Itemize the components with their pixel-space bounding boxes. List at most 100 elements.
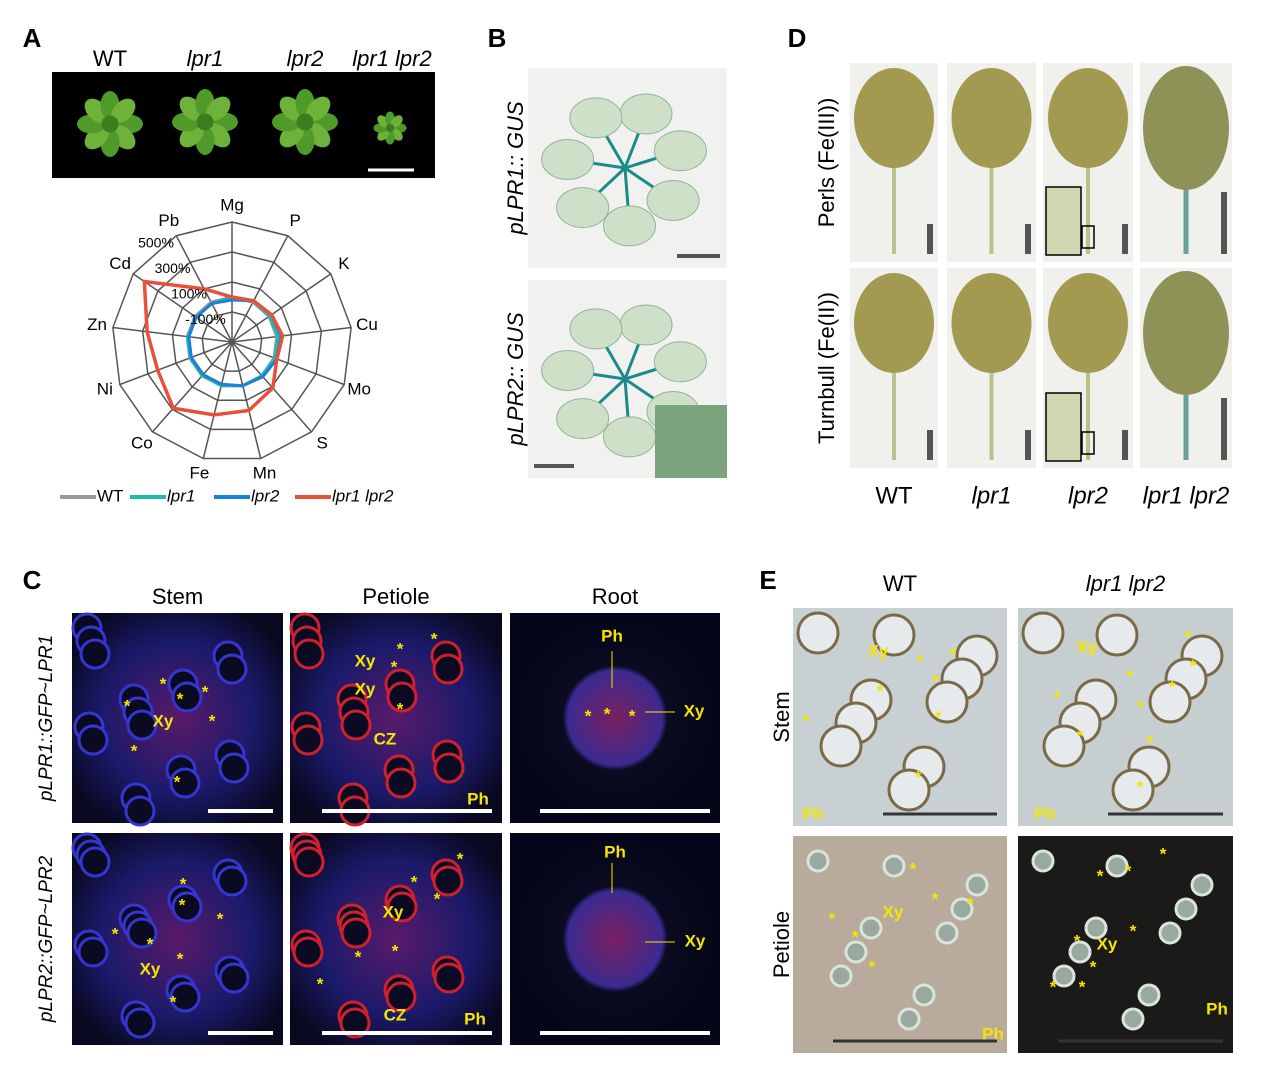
panel-letter: B xyxy=(488,23,507,53)
cell xyxy=(77,724,109,756)
annotation: * xyxy=(1147,732,1154,751)
cell xyxy=(1052,964,1076,988)
annotation: Ph xyxy=(601,626,623,645)
ring-label: 100% xyxy=(171,286,207,302)
label: WT xyxy=(875,482,913,509)
annotation: * xyxy=(803,711,810,730)
axis-spoke xyxy=(151,341,233,433)
annotation: * xyxy=(124,696,131,715)
annotation: Ph xyxy=(604,842,626,861)
cell xyxy=(340,917,372,949)
cell xyxy=(126,709,158,741)
rosette-center xyxy=(296,113,314,131)
annotation: * xyxy=(1077,726,1084,745)
annotation: * xyxy=(1054,687,1061,706)
row-label: Perls (Fe(III)) xyxy=(814,98,839,228)
axis-spoke xyxy=(231,235,289,343)
cell xyxy=(432,653,464,685)
legend-label: WT xyxy=(97,486,123,505)
leaf xyxy=(619,93,673,135)
cell xyxy=(126,917,158,949)
leaf xyxy=(541,139,595,181)
annotation: * xyxy=(391,657,398,676)
annotation: * xyxy=(1130,921,1137,940)
cell xyxy=(171,891,203,923)
cell xyxy=(124,1007,156,1039)
annotation: CZ xyxy=(374,729,397,748)
inset-box xyxy=(1081,431,1095,455)
legend-label: lpr2 xyxy=(251,486,280,505)
cell xyxy=(385,767,417,799)
cell xyxy=(433,752,465,784)
annotation: Xy xyxy=(383,902,404,921)
annotation: * xyxy=(604,704,611,723)
leaf xyxy=(603,416,657,458)
leaf-blade xyxy=(951,273,1032,373)
annotation: * xyxy=(932,889,939,908)
leaf xyxy=(541,350,595,392)
label: lpr2 xyxy=(1068,482,1108,509)
annotation: * xyxy=(147,934,154,953)
cell xyxy=(819,724,863,768)
row-label: pLPR1:: GUS xyxy=(503,101,528,236)
cell xyxy=(385,981,417,1013)
annotation: * xyxy=(932,671,939,690)
cell xyxy=(340,709,372,741)
cell xyxy=(293,638,325,670)
annotation: * xyxy=(917,651,924,670)
annotation: * xyxy=(170,992,177,1011)
axis-label: Cd xyxy=(109,254,131,273)
axis-label: Cu xyxy=(356,315,378,334)
cell xyxy=(1137,983,1161,1007)
annotation: * xyxy=(174,772,181,791)
cell xyxy=(882,854,906,878)
label: WT xyxy=(93,46,127,71)
annotation: Xy xyxy=(355,679,376,698)
rosette-center xyxy=(101,115,119,133)
cell xyxy=(872,613,916,657)
cell xyxy=(386,891,418,923)
row-label: Turnbull (Fe(II)) xyxy=(814,292,839,444)
cell xyxy=(77,936,109,968)
label: lpr1 xyxy=(971,482,1011,509)
annotation: * xyxy=(950,644,957,663)
cell xyxy=(79,846,111,878)
cell xyxy=(844,940,868,964)
label: Root xyxy=(592,584,638,609)
annotation: Xy xyxy=(883,902,904,921)
annotation: * xyxy=(910,859,917,878)
rosette-center xyxy=(385,123,395,133)
annotation: Xy xyxy=(868,641,889,660)
label: Petiole xyxy=(362,584,429,609)
leaf xyxy=(206,96,231,121)
leaf xyxy=(619,304,673,346)
annotation: * xyxy=(177,949,184,968)
leaf-blade xyxy=(1143,66,1229,190)
annotation: CZ xyxy=(384,1005,407,1024)
cell xyxy=(965,873,989,897)
axis-spoke xyxy=(231,341,262,459)
annotation: * xyxy=(431,629,438,648)
cell xyxy=(1105,854,1129,878)
micrograph xyxy=(510,613,720,823)
annotation: * xyxy=(392,941,399,960)
leaf xyxy=(306,96,331,121)
row-label: pLPR1::GFP~LPR1 xyxy=(36,635,57,802)
annotation: * xyxy=(1050,977,1057,996)
cell xyxy=(169,981,201,1013)
rosette-center xyxy=(196,113,214,131)
row-label: Petiole xyxy=(769,911,794,978)
annotation: * xyxy=(829,909,836,928)
cell xyxy=(1121,1007,1145,1031)
annotation: * xyxy=(1137,697,1144,716)
ring-label: 300% xyxy=(155,260,191,276)
annotation: * xyxy=(1169,677,1176,696)
label: WT xyxy=(883,571,917,596)
leaf-blade xyxy=(854,273,934,373)
cell xyxy=(950,897,974,921)
label: Stem xyxy=(152,584,203,609)
legend-label: lpr1 lpr2 xyxy=(332,486,394,505)
axis-label: Fe xyxy=(190,464,210,483)
cell xyxy=(339,1007,371,1039)
axis-spoke xyxy=(112,326,233,343)
